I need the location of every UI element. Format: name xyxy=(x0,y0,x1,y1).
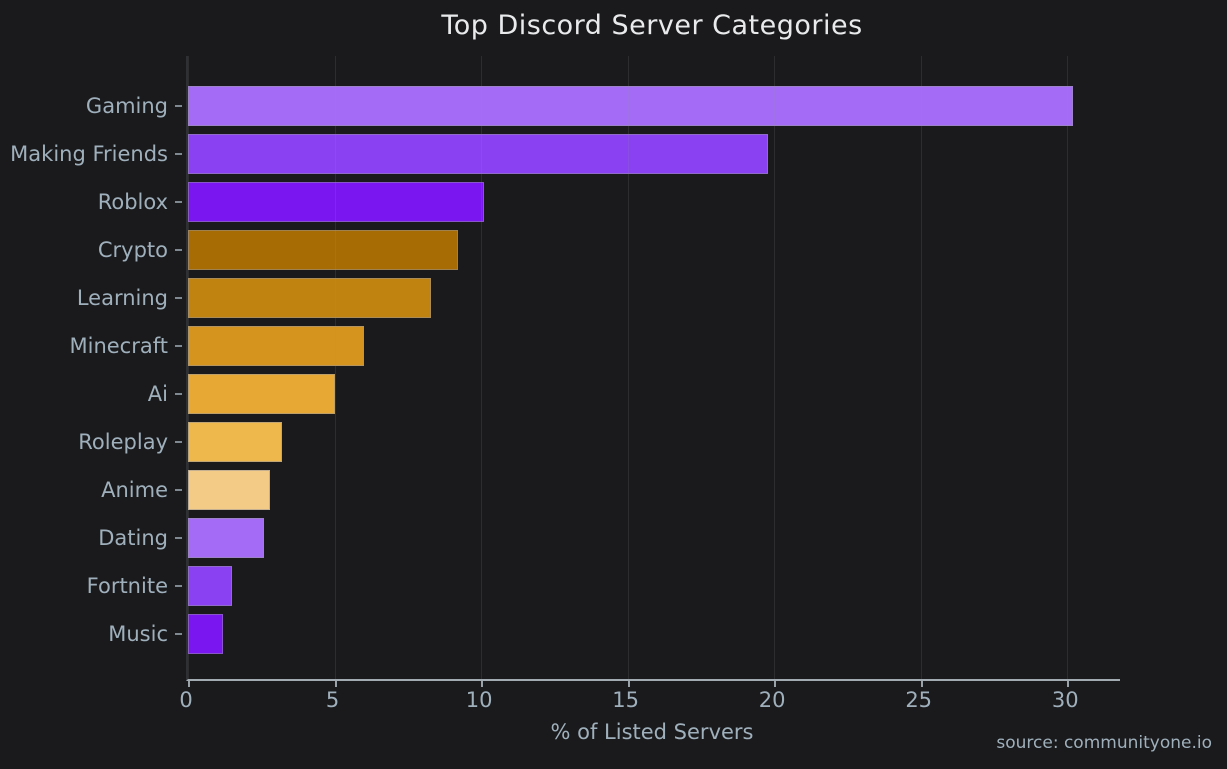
y-label-row-roleplay: Roleplay xyxy=(0,418,184,466)
y-label-music: Music xyxy=(108,622,168,646)
y-label-fortnite: Fortnite xyxy=(86,574,168,598)
y-tick-mark-fortnite xyxy=(175,585,182,587)
x-axis-tick-labels: 0 5 10 15 20 25 30 xyxy=(179,688,1118,716)
y-label-roblox: Roblox xyxy=(97,190,168,214)
bar-minecraft xyxy=(188,326,364,366)
bar-row-making-friends xyxy=(188,130,1120,178)
gridline-x-0 xyxy=(188,56,189,679)
y-tick-mark-crypto xyxy=(175,249,182,251)
y-label-row-fortnite: Fortnite xyxy=(0,562,184,610)
y-label-ai: Ai xyxy=(147,382,168,406)
x-tick-label-10: 10 xyxy=(465,688,493,712)
source-attribution: source: communityone.io xyxy=(996,733,1212,753)
y-label-row-dating: Dating xyxy=(0,514,184,562)
x-tick-label-30: 30 xyxy=(1051,688,1079,712)
bar-fortnite xyxy=(188,566,232,606)
bars-container xyxy=(188,56,1120,679)
bar-row-learning xyxy=(188,274,1120,322)
chart-title: Top Discord Server Categories xyxy=(441,10,863,41)
y-tick-mark-gaming xyxy=(175,105,182,107)
bar-row-music xyxy=(188,610,1120,658)
bar-row-roblox xyxy=(188,178,1120,226)
y-tick-mark-making-friends xyxy=(175,153,182,155)
gridline-x-30 xyxy=(1067,56,1069,679)
bar-row-roleplay xyxy=(188,418,1120,466)
bar-row-anime xyxy=(188,466,1120,514)
x-tick-mark-0 xyxy=(188,681,190,687)
y-label-gaming: Gaming xyxy=(85,94,168,118)
x-tick-mark-30 xyxy=(1067,681,1070,687)
y-label-row-music: Music xyxy=(0,610,184,658)
bar-row-crypto xyxy=(188,226,1120,274)
y-label-row-anime: Anime xyxy=(0,466,184,514)
bar-roleplay xyxy=(188,422,282,462)
y-label-row-gaming: Gaming xyxy=(0,82,184,130)
y-label-learning: Learning xyxy=(76,286,168,310)
y-label-dating: Dating xyxy=(98,526,168,550)
bar-row-ai xyxy=(188,370,1120,418)
y-label-row-ai: Ai xyxy=(0,370,184,418)
y-label-row-minecraft: Minecraft xyxy=(0,322,184,370)
x-tick-mark-10 xyxy=(481,681,484,687)
x-tick-label-5: 5 xyxy=(325,688,340,712)
x-tick-mark-15 xyxy=(627,681,630,687)
plot-area xyxy=(186,56,1120,687)
x-tick-mark-5 xyxy=(334,681,337,687)
x-tick-label-20: 20 xyxy=(758,688,786,712)
y-tick-mark-roleplay xyxy=(175,441,182,443)
x-tick-label-15: 15 xyxy=(612,688,639,712)
y-axis-labels: Gaming Making Friends Roblox Crypto Learning… xyxy=(0,56,184,679)
bar-crypto xyxy=(188,230,458,270)
bar-roblox xyxy=(188,182,484,222)
x-tick-mark-20 xyxy=(774,681,777,687)
gridline-x-25 xyxy=(920,56,922,679)
y-label-row-crypto: Crypto xyxy=(0,226,184,274)
x-tick-mark-25 xyxy=(920,681,923,687)
bar-row-fortnite xyxy=(188,562,1120,610)
bar-gaming xyxy=(188,86,1074,126)
y-label-roleplay: Roleplay xyxy=(78,430,168,454)
y-tick-mark-learning xyxy=(175,297,182,299)
y-label-anime: Anime xyxy=(101,478,168,502)
y-label-minecraft: Minecraft xyxy=(69,334,169,358)
gridline-x-5 xyxy=(334,56,336,679)
gridline-x-10 xyxy=(481,56,483,679)
bar-row-dating xyxy=(188,514,1120,562)
bar-learning xyxy=(188,278,432,318)
gridline-x-15 xyxy=(627,56,629,679)
x-tick-label-25: 25 xyxy=(905,688,933,712)
bar-anime xyxy=(188,470,271,510)
x-tick-label-0: 0 xyxy=(179,688,193,712)
y-label-row-learning: Learning xyxy=(0,274,184,322)
y-label-making-friends: Making Friends xyxy=(10,142,168,166)
bar-row-gaming xyxy=(188,82,1120,130)
gridline-x-20 xyxy=(774,56,776,679)
y-tick-mark-anime xyxy=(175,489,182,491)
y-tick-mark-ai xyxy=(175,393,182,395)
y-label-row-making-friends: Making Friends xyxy=(0,130,184,178)
y-tick-mark-roblox xyxy=(175,201,182,203)
bar-ai xyxy=(188,374,335,414)
bar-making-friends xyxy=(188,134,769,174)
y-label-crypto: Crypto xyxy=(97,238,168,262)
bar-row-minecraft xyxy=(188,322,1120,370)
bar-music xyxy=(188,614,224,654)
y-label-row-roblox: Roblox xyxy=(0,178,184,226)
x-axis-title: % of Listed Servers xyxy=(550,720,754,744)
y-tick-mark-minecraft xyxy=(175,345,182,347)
bar-dating xyxy=(188,518,265,558)
y-tick-mark-dating xyxy=(175,537,182,539)
y-tick-mark-music xyxy=(175,633,182,635)
